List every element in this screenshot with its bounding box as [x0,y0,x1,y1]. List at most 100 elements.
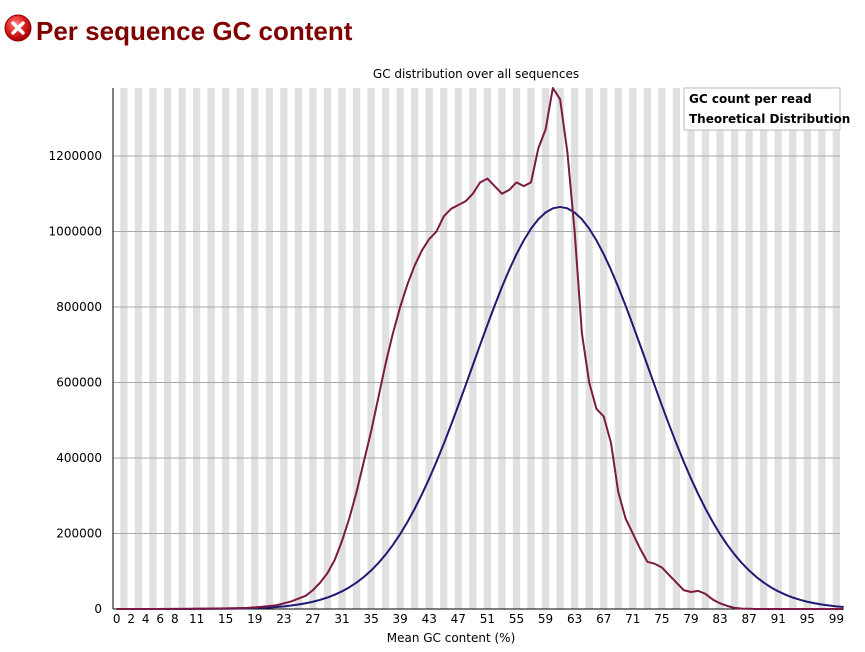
x-tick-label: 27 [305,612,320,626]
x-tick-label: 23 [276,612,291,626]
grid-stripe [730,88,739,609]
grid-stripe [425,88,433,609]
x-tick-label: 95 [800,612,815,626]
grid-stripe [803,88,811,609]
grid-stripe [658,88,666,609]
grid-stripe [396,88,404,609]
y-tick-label: 1200000 [49,149,102,163]
grid-stripe [789,88,797,609]
x-tick-label: 39 [393,612,408,626]
grid-stripe [556,88,564,609]
y-tick-label: 400000 [56,451,102,465]
x-tick-label: 55 [509,612,524,626]
x-tick-label: 87 [741,612,756,626]
grid-stripe [192,88,201,609]
y-tick-label: 800000 [56,300,102,314]
grid-stripe [614,88,622,609]
grid-stripe [600,88,608,609]
x-tick-label: 79 [683,612,698,626]
error-icon [4,14,32,42]
grid-stripe [236,88,244,609]
grid-stripes [113,88,840,609]
grid-stripe [323,88,332,609]
grid-stripe [832,88,840,609]
x-tick-label: 67 [596,612,611,626]
x-tick-labels: 0 2 4 6 8 11 15 19 23 27 31 35 39 43 47 51 55 59 63 67 71 75 7… [113,612,844,626]
legend-entry-gc-count: GC count per read [689,92,812,106]
grid-stripe [352,88,361,609]
x-tick-label: 83 [712,612,727,626]
x-tick-label: 63 [567,612,582,626]
x-tick-label: 99 [829,612,844,626]
grid-stripe [294,88,303,609]
y-tick-label: 200000 [56,526,102,540]
x-tick-label: 15 [218,612,233,626]
grid-stripe [541,88,550,609]
y-tick-label: 600000 [56,375,102,389]
x-tick-label: 75 [654,612,669,626]
legend-box [683,87,841,131]
grid-stripe [716,88,724,609]
grid-stripe [585,88,593,609]
series-line-gc-count [116,87,844,610]
grid-stripe [643,88,651,609]
grid-stripe [440,88,448,609]
x-tick-label: 4 [142,612,150,626]
x-tick-label: 0 [113,612,121,626]
x-tick-label: 35 [363,612,378,626]
x-tick-label: 11 [189,612,204,626]
grid-stripe [527,88,535,609]
grid-stripe [498,88,506,609]
grid-stripe [163,88,172,609]
grid-stripe [338,88,346,609]
grid-stripe [454,88,462,609]
y-tick-label: 0 [94,602,102,616]
grid-stripe [222,88,230,609]
grid-stripe [207,88,215,609]
chart-title: GC distribution over all sequences [373,67,579,81]
module-header: Per sequence GC content [4,8,352,48]
x-axis-label: Mean GC content (%) [387,631,516,645]
y-tick-label: 1000000 [49,224,102,238]
x-tick-label: 91 [771,612,786,626]
x-tick-label: 51 [480,612,495,626]
grid-stripe [760,88,768,609]
grid-stripe [483,88,492,609]
x-tick-label: 59 [538,612,553,626]
x-tick-label: 47 [451,612,466,626]
grid-stripe [745,88,753,609]
grid-stripe [571,88,579,609]
grid-stripe [687,88,695,609]
x-tick-label: 71 [625,612,640,626]
grid-stripe [251,88,259,609]
legend-entry-theoretical: Theoretical Distribution [689,112,850,126]
grid-stripe [629,88,637,609]
page-title: Per sequence GC content [36,15,353,46]
grid-stripe [774,88,782,609]
x-tick-label: 31 [334,612,349,626]
grid-stripe [818,88,826,609]
grid-stripe [178,88,186,609]
x-tick-label: 8 [171,612,179,626]
series-layer [116,87,844,610]
x-tick-label: 43 [422,612,437,626]
x-tick-label: 19 [247,612,262,626]
grid-stripe [309,88,317,609]
grid-stripe [280,88,288,609]
y-tick-labels: 0 200000 400000 600000 800000 1000000 1200000 [49,149,102,616]
grid-stripe [411,88,419,609]
x-tick-label: 6 [156,612,164,626]
grid-stripe [512,88,521,609]
grid-stripe [134,88,143,609]
grid-stripe [381,88,390,609]
grid-stripe [120,88,128,609]
grid-stripe [367,88,375,609]
grid-stripe [149,88,157,609]
grid-stripe [469,88,477,609]
grid-stripe [265,88,273,609]
x-tick-label: 2 [127,612,135,626]
chart-legend: GC count per read Theoretical Distributi… [683,87,850,131]
grid-stripe [672,88,681,609]
